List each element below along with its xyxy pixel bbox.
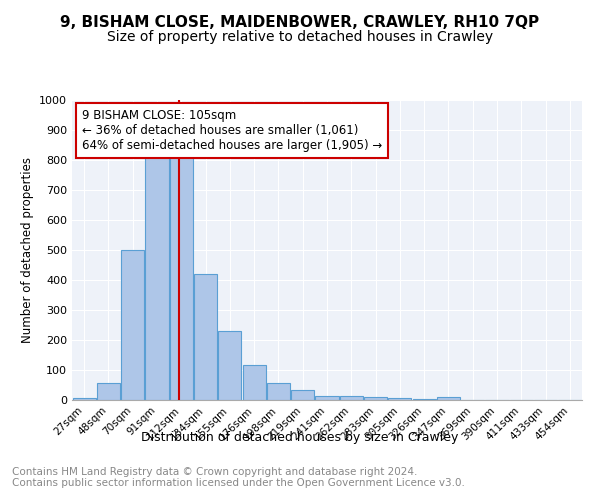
Text: 9, BISHAM CLOSE, MAIDENBOWER, CRAWLEY, RH10 7QP: 9, BISHAM CLOSE, MAIDENBOWER, CRAWLEY, R… <box>61 15 539 30</box>
Bar <box>364 397 387 400</box>
Text: Contains HM Land Registry data © Crown copyright and database right 2024.
Contai: Contains HM Land Registry data © Crown c… <box>12 466 465 488</box>
Bar <box>145 152 169 400</box>
Text: Size of property relative to detached houses in Crawley: Size of property relative to detached ho… <box>107 30 493 44</box>
Bar <box>73 398 95 400</box>
Bar <box>121 250 144 400</box>
Bar <box>388 398 412 400</box>
Bar <box>316 396 338 400</box>
Bar <box>242 364 266 400</box>
Bar <box>291 390 314 400</box>
Bar <box>194 274 217 400</box>
Y-axis label: Number of detached properties: Number of detached properties <box>20 157 34 343</box>
Bar <box>413 399 436 400</box>
Bar <box>340 396 363 400</box>
Bar <box>218 331 241 400</box>
Bar <box>437 397 460 400</box>
Bar <box>97 382 120 400</box>
Text: 9 BISHAM CLOSE: 105sqm
← 36% of detached houses are smaller (1,061)
64% of semi-: 9 BISHAM CLOSE: 105sqm ← 36% of detached… <box>82 109 382 152</box>
Bar <box>267 383 290 400</box>
Bar <box>170 152 193 400</box>
Text: Distribution of detached houses by size in Crawley: Distribution of detached houses by size … <box>142 431 458 444</box>
